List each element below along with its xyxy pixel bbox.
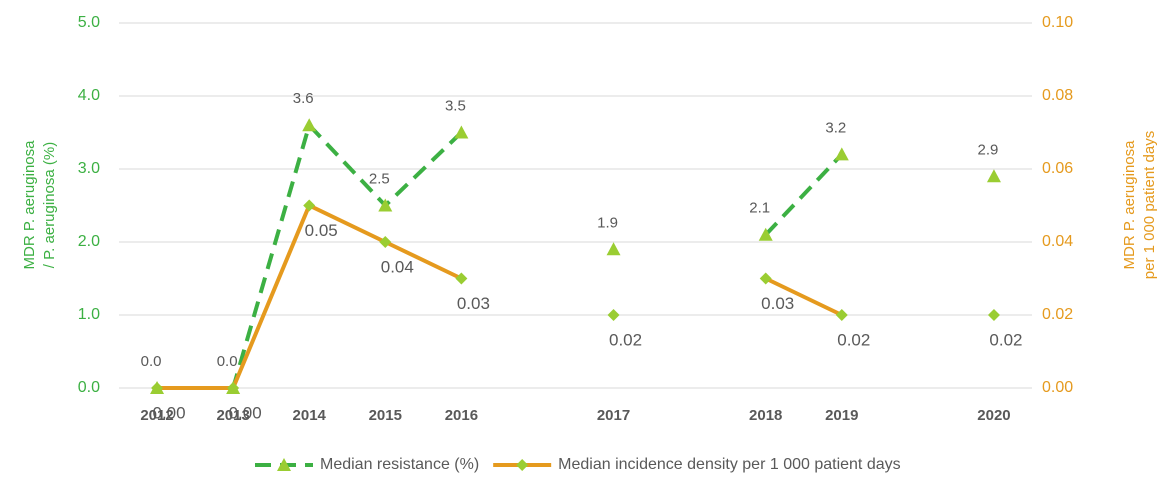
data-point xyxy=(834,147,849,161)
data-point xyxy=(302,118,317,132)
x-tick-label: 2020 xyxy=(977,407,1010,424)
data-label: 0.00 xyxy=(152,403,185,422)
data-point xyxy=(986,169,1001,183)
data-label: 2.1 xyxy=(749,200,770,217)
data-point xyxy=(758,227,773,241)
x-tick-label: 2015 xyxy=(369,407,402,424)
data-label: 2.5 xyxy=(369,170,390,187)
data-label: 0.0 xyxy=(141,353,162,370)
data-point xyxy=(607,309,620,321)
x-tick-label: 2014 xyxy=(293,407,327,424)
legend-marker xyxy=(277,458,291,471)
data-point xyxy=(987,309,1000,321)
x-tick-label: 2019 xyxy=(825,407,858,424)
x-tick-label: 2012 xyxy=(140,407,173,424)
y-tick-label: 5.0 xyxy=(78,14,100,31)
legend-label: Median resistance (%) xyxy=(320,456,479,473)
x-tick-label: 2013 xyxy=(216,407,249,424)
data-label: 3.2 xyxy=(825,119,846,136)
y-tick-label: 3.0 xyxy=(78,160,100,177)
data-point xyxy=(835,309,848,321)
data-label: 0.04 xyxy=(381,257,414,276)
data-point xyxy=(303,199,316,212)
y-axis-label: MDR P. aeruginosa xyxy=(21,140,38,270)
y2-tick-label: 0.06 xyxy=(1042,160,1073,177)
data-label: 3.5 xyxy=(445,97,466,114)
data-point xyxy=(455,272,468,285)
series-line xyxy=(157,206,994,389)
x-tick-label: 2017 xyxy=(597,407,630,424)
data-label: 0.03 xyxy=(457,294,490,313)
y2-axis-label: per 1 000 patient days xyxy=(1141,131,1158,279)
data-label: 2.9 xyxy=(978,141,999,158)
y2-axis-label: MDR P. aeruginosa xyxy=(1121,140,1138,270)
data-label: 0.05 xyxy=(305,221,338,240)
legend-marker xyxy=(516,459,529,471)
data-label: 0.02 xyxy=(837,330,870,349)
y-axis-label: / P. aeruginosa (%) xyxy=(41,142,58,268)
y-tick-label: 4.0 xyxy=(78,87,100,104)
data-label: 3.6 xyxy=(293,90,314,107)
data-label: 0.0 xyxy=(217,353,238,370)
y-tick-label: 2.0 xyxy=(78,233,100,250)
y2-tick-label: 0.04 xyxy=(1042,233,1073,250)
y2-tick-label: 0.00 xyxy=(1042,379,1073,396)
data-label: 0.00 xyxy=(229,403,262,422)
y-tick-label: 0.0 xyxy=(78,379,100,396)
data-label: 0.03 xyxy=(761,294,794,313)
legend-label: Median incidence density per 1 000 patie… xyxy=(558,456,900,473)
y2-tick-label: 0.02 xyxy=(1042,306,1073,323)
data-point xyxy=(151,382,164,394)
data-point xyxy=(227,382,240,394)
x-tick-label: 2016 xyxy=(445,407,478,424)
data-point xyxy=(454,125,469,139)
data-label: 0.02 xyxy=(989,330,1022,349)
data-point xyxy=(379,236,392,248)
data-label: 0.02 xyxy=(609,330,642,349)
x-tick-label: 2018 xyxy=(749,407,782,424)
y2-tick-label: 0.10 xyxy=(1042,14,1073,31)
y2-tick-label: 0.08 xyxy=(1042,87,1073,104)
data-label: 1.9 xyxy=(597,214,618,231)
data-point xyxy=(378,198,393,212)
data-point xyxy=(606,242,621,256)
y-tick-label: 1.0 xyxy=(78,306,100,323)
data-point xyxy=(759,272,772,285)
